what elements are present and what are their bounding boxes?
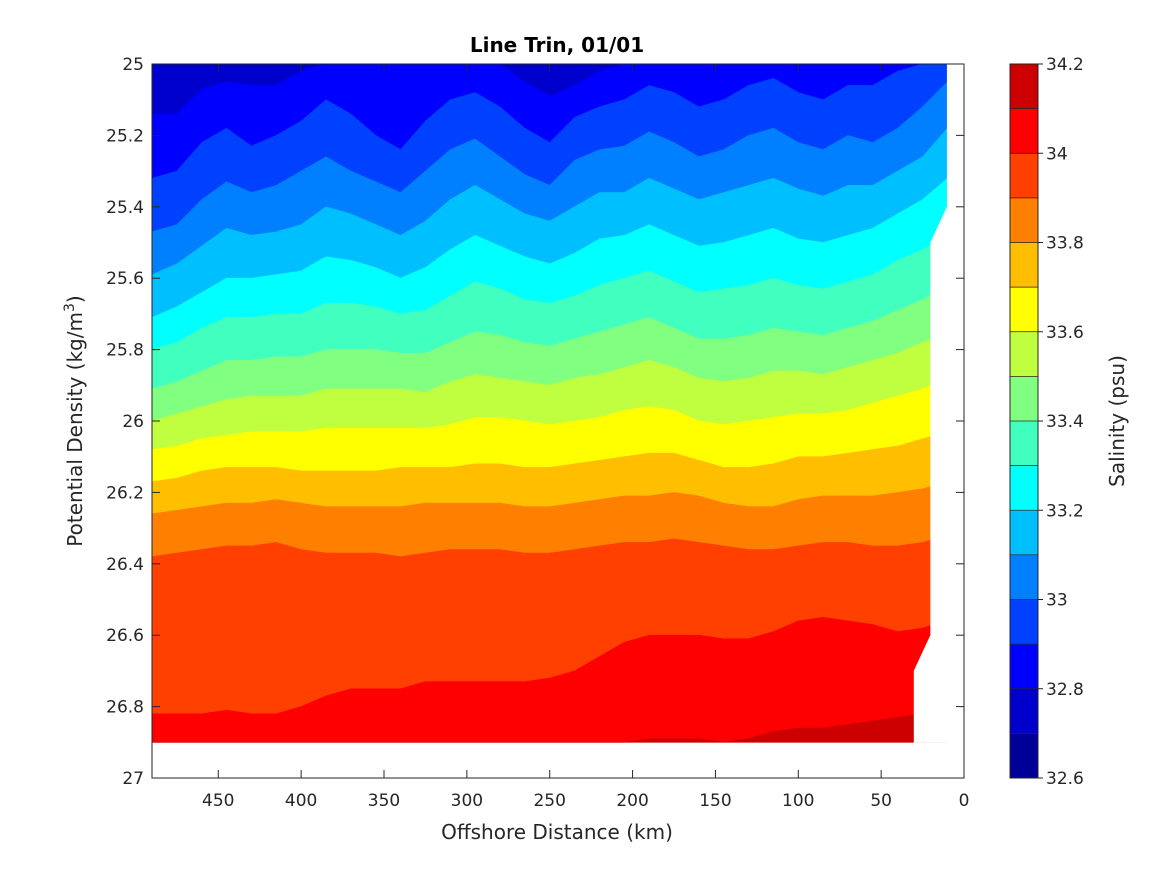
x-tick-label: 400 bbox=[285, 791, 317, 811]
colorbar bbox=[1009, 63, 1039, 779]
contour-bands bbox=[151, 63, 965, 743]
colorbar-segment bbox=[1010, 331, 1038, 377]
colorbar-segment bbox=[1010, 108, 1038, 154]
y-tick-label: 25.6 bbox=[106, 269, 144, 289]
colorbar-segment bbox=[1010, 153, 1038, 199]
colorbar-tick-label: 33.6 bbox=[1046, 323, 1084, 343]
y-tick-label: 25 bbox=[122, 55, 144, 75]
y-tick-label: 26.2 bbox=[106, 483, 144, 503]
y-tick-label: 25.2 bbox=[106, 126, 144, 146]
colorbar-segment bbox=[1010, 554, 1038, 601]
chart-title: Line Trin, 01/01 bbox=[470, 33, 644, 57]
colorbar-tick-label: 33 bbox=[1046, 591, 1068, 611]
colorbar-segment bbox=[1010, 242, 1038, 288]
colorbar-tick-label: 32.6 bbox=[1046, 769, 1084, 789]
y-tick-label: 26.6 bbox=[106, 626, 144, 646]
y-axis-label-base: Potential Density (kg/m bbox=[63, 312, 87, 547]
colorbar-segment bbox=[1010, 688, 1038, 734]
x-axis-label: Offshore Distance (km) bbox=[441, 820, 673, 844]
colorbar-label: Salinity (psu) bbox=[1105, 355, 1129, 487]
x-tick-label: 450 bbox=[202, 791, 234, 811]
colorbar-segment bbox=[1010, 376, 1038, 422]
x-tick-label: 200 bbox=[616, 791, 648, 811]
colorbar-segment bbox=[1010, 733, 1038, 779]
x-tick-label: 250 bbox=[533, 791, 565, 811]
colorbar-tick-label: 34.2 bbox=[1046, 55, 1084, 75]
x-tick-label: 150 bbox=[699, 791, 731, 811]
colorbar-tick-label: 33.4 bbox=[1046, 412, 1084, 432]
colorbar-tick-label: 33.8 bbox=[1046, 234, 1084, 254]
y-axis-label-close: ) bbox=[63, 295, 87, 303]
x-tick-label: 350 bbox=[368, 791, 400, 811]
y-tick-label: 25.8 bbox=[106, 341, 144, 361]
y-tick-label: 26 bbox=[122, 412, 144, 432]
colorbar-segment bbox=[1010, 644, 1038, 690]
x-tick-label: 300 bbox=[451, 791, 483, 811]
x-tick-label: 50 bbox=[870, 791, 892, 811]
colorbar-segment bbox=[1010, 421, 1038, 467]
colorbar-segment bbox=[1010, 465, 1038, 511]
colorbar-tick-label: 32.8 bbox=[1046, 680, 1084, 700]
colorbar-segment bbox=[1010, 599, 1038, 645]
y-tick-label: 26.4 bbox=[106, 555, 144, 575]
colorbar-segment bbox=[1010, 510, 1038, 556]
x-tick-label: 0 bbox=[959, 791, 970, 811]
colorbar-segment bbox=[1010, 197, 1038, 244]
colorbar-segment bbox=[1010, 287, 1038, 333]
y-tick-label: 26.8 bbox=[106, 698, 144, 718]
y-tick-label: 25.4 bbox=[106, 198, 144, 218]
y-tick-label: 27 bbox=[122, 769, 144, 789]
x-tick-label: 100 bbox=[782, 791, 814, 811]
y-axis-label-superscript: 3 bbox=[62, 303, 78, 312]
x-axis-ticks: 450 400 350 300 250 200 150 100 50 0 bbox=[202, 64, 969, 811]
colorbar-tick-label: 33.2 bbox=[1046, 501, 1084, 521]
y-axis-label: Potential Density (kg/m3) bbox=[62, 295, 87, 546]
y-axis-ticks: 25 25.2 25.4 25.6 25.8 26 26.2 26.4 26.6 26.8 27 bbox=[106, 55, 964, 789]
colorbar-ticks: 32.6 32.8 33 33.2 33.4 33.6 33.8 34 34.2 bbox=[1038, 55, 1084, 789]
colorbar-segment bbox=[1010, 64, 1038, 110]
colorbar-tick-label: 34 bbox=[1046, 144, 1068, 164]
